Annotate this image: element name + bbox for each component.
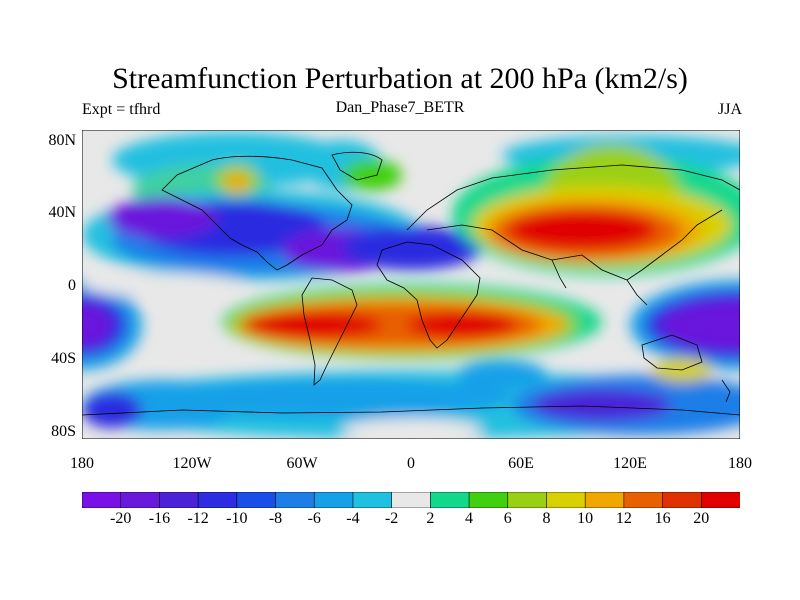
colorbar-tick-label: 8 <box>542 510 551 527</box>
colorbar-swatch <box>468 492 509 508</box>
colorbar-tick-label: -16 <box>148 510 171 527</box>
colorbar-tick-label: -6 <box>307 510 321 527</box>
colorbar-swatch <box>236 492 277 508</box>
streamfunction-map <box>82 130 740 439</box>
lon-label-180-right: 180 <box>728 455 752 472</box>
lat-label-80n: 80N <box>48 132 76 149</box>
colorbar-swatch <box>430 492 470 508</box>
colorbar-tick-label: 2 <box>426 510 435 527</box>
colorbar-swatch <box>120 492 161 508</box>
experiment-label: Expt = tfhrd <box>82 101 161 118</box>
case-name-label: Dan_Phase7_BETR <box>335 99 465 116</box>
colorbar-swatch <box>546 492 586 508</box>
colorbar-swatch <box>507 492 548 508</box>
colorbar-swatch <box>82 492 122 508</box>
colorbar-tick-label: -10 <box>226 510 248 527</box>
colorbar-swatch <box>352 492 393 508</box>
colorbar-tick-label: -2 <box>384 510 399 527</box>
lat-label-40s: 40S <box>51 350 76 367</box>
contour-fill <box>82 132 740 439</box>
colorbar-swatch <box>623 492 664 508</box>
coastlines <box>82 151 740 416</box>
lon-label-180-left: 180 <box>70 455 94 472</box>
colorbar-tick-label: 4 <box>465 510 474 527</box>
colorbar-swatch <box>700 492 740 508</box>
colorbar-swatch <box>159 492 199 508</box>
colorbar-swatch <box>391 492 432 508</box>
lat-label-40n: 40N <box>48 204 76 221</box>
colorbar-tick-label: -20 <box>110 510 132 527</box>
colorbar-tick-label: -4 <box>346 510 360 527</box>
plot-title: Streamfunction Perturbation at 200 hPa (… <box>112 62 688 95</box>
lon-label-60e: 60E <box>508 455 534 472</box>
colorbar-tick-label: 12 <box>615 510 632 527</box>
colorbar-tick-label: 20 <box>693 510 710 527</box>
lon-label-120w: 120W <box>172 455 212 472</box>
lat-label-80s: 80S <box>51 423 76 440</box>
lon-label-0: 0 <box>407 455 415 472</box>
lon-label-60w: 60W <box>286 455 318 472</box>
colorbar-swatch <box>662 492 703 508</box>
colorbar-swatch <box>197 492 238 508</box>
colorbar <box>82 492 740 508</box>
colorbar-tick-label: -12 <box>187 510 209 527</box>
colorbar-swatch <box>313 492 354 508</box>
lon-label-120e: 120E <box>613 455 647 472</box>
colorbar-swatch <box>275 492 316 508</box>
colorbar-swatch <box>584 492 625 508</box>
lat-label-0: 0 <box>68 277 76 294</box>
colorbar-tick-label: 16 <box>654 510 671 527</box>
colorbar-tick-label: -8 <box>268 510 283 527</box>
season-label: JJA <box>717 101 742 118</box>
colorbar-tick-label: 10 <box>577 510 594 527</box>
colorbar-tick-label: 6 <box>503 510 512 527</box>
